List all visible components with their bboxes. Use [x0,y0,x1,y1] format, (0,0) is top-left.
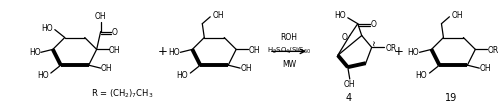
Text: OR: OR [488,46,499,55]
Text: HO: HO [334,11,345,20]
Text: HO: HO [168,48,180,57]
Text: 19: 19 [445,93,457,103]
Text: ~: ~ [370,39,379,46]
Text: OH: OH [480,64,491,73]
Text: OR: OR [386,44,397,53]
Text: ROH: ROH [280,33,297,42]
Text: OH: OH [101,64,112,73]
Text: +: + [394,45,404,58]
Text: OH: OH [109,46,120,55]
Text: O: O [112,28,117,37]
Text: 4: 4 [346,93,352,103]
Text: MW: MW [282,60,296,69]
Text: OH: OH [240,64,252,73]
Text: H$_2$SO$_4$/SiG$_{60}$: H$_2$SO$_4$/SiG$_{60}$ [267,46,311,56]
Text: +: + [158,45,168,58]
Text: OH: OH [248,46,260,55]
Text: OH: OH [212,11,224,20]
Text: HO: HO [37,71,48,80]
Text: HO: HO [416,71,428,80]
Text: OH: OH [95,12,106,21]
Text: O: O [371,20,376,29]
Text: OH: OH [344,80,356,89]
Text: HO: HO [29,48,40,57]
Text: HO: HO [408,48,420,57]
Text: O: O [342,33,347,42]
Text: R = (CH$_2$)$_7$CH$_3$: R = (CH$_2$)$_7$CH$_3$ [91,88,154,100]
Text: HO: HO [176,71,188,80]
Text: OH: OH [452,11,463,20]
Text: HO: HO [41,24,52,33]
